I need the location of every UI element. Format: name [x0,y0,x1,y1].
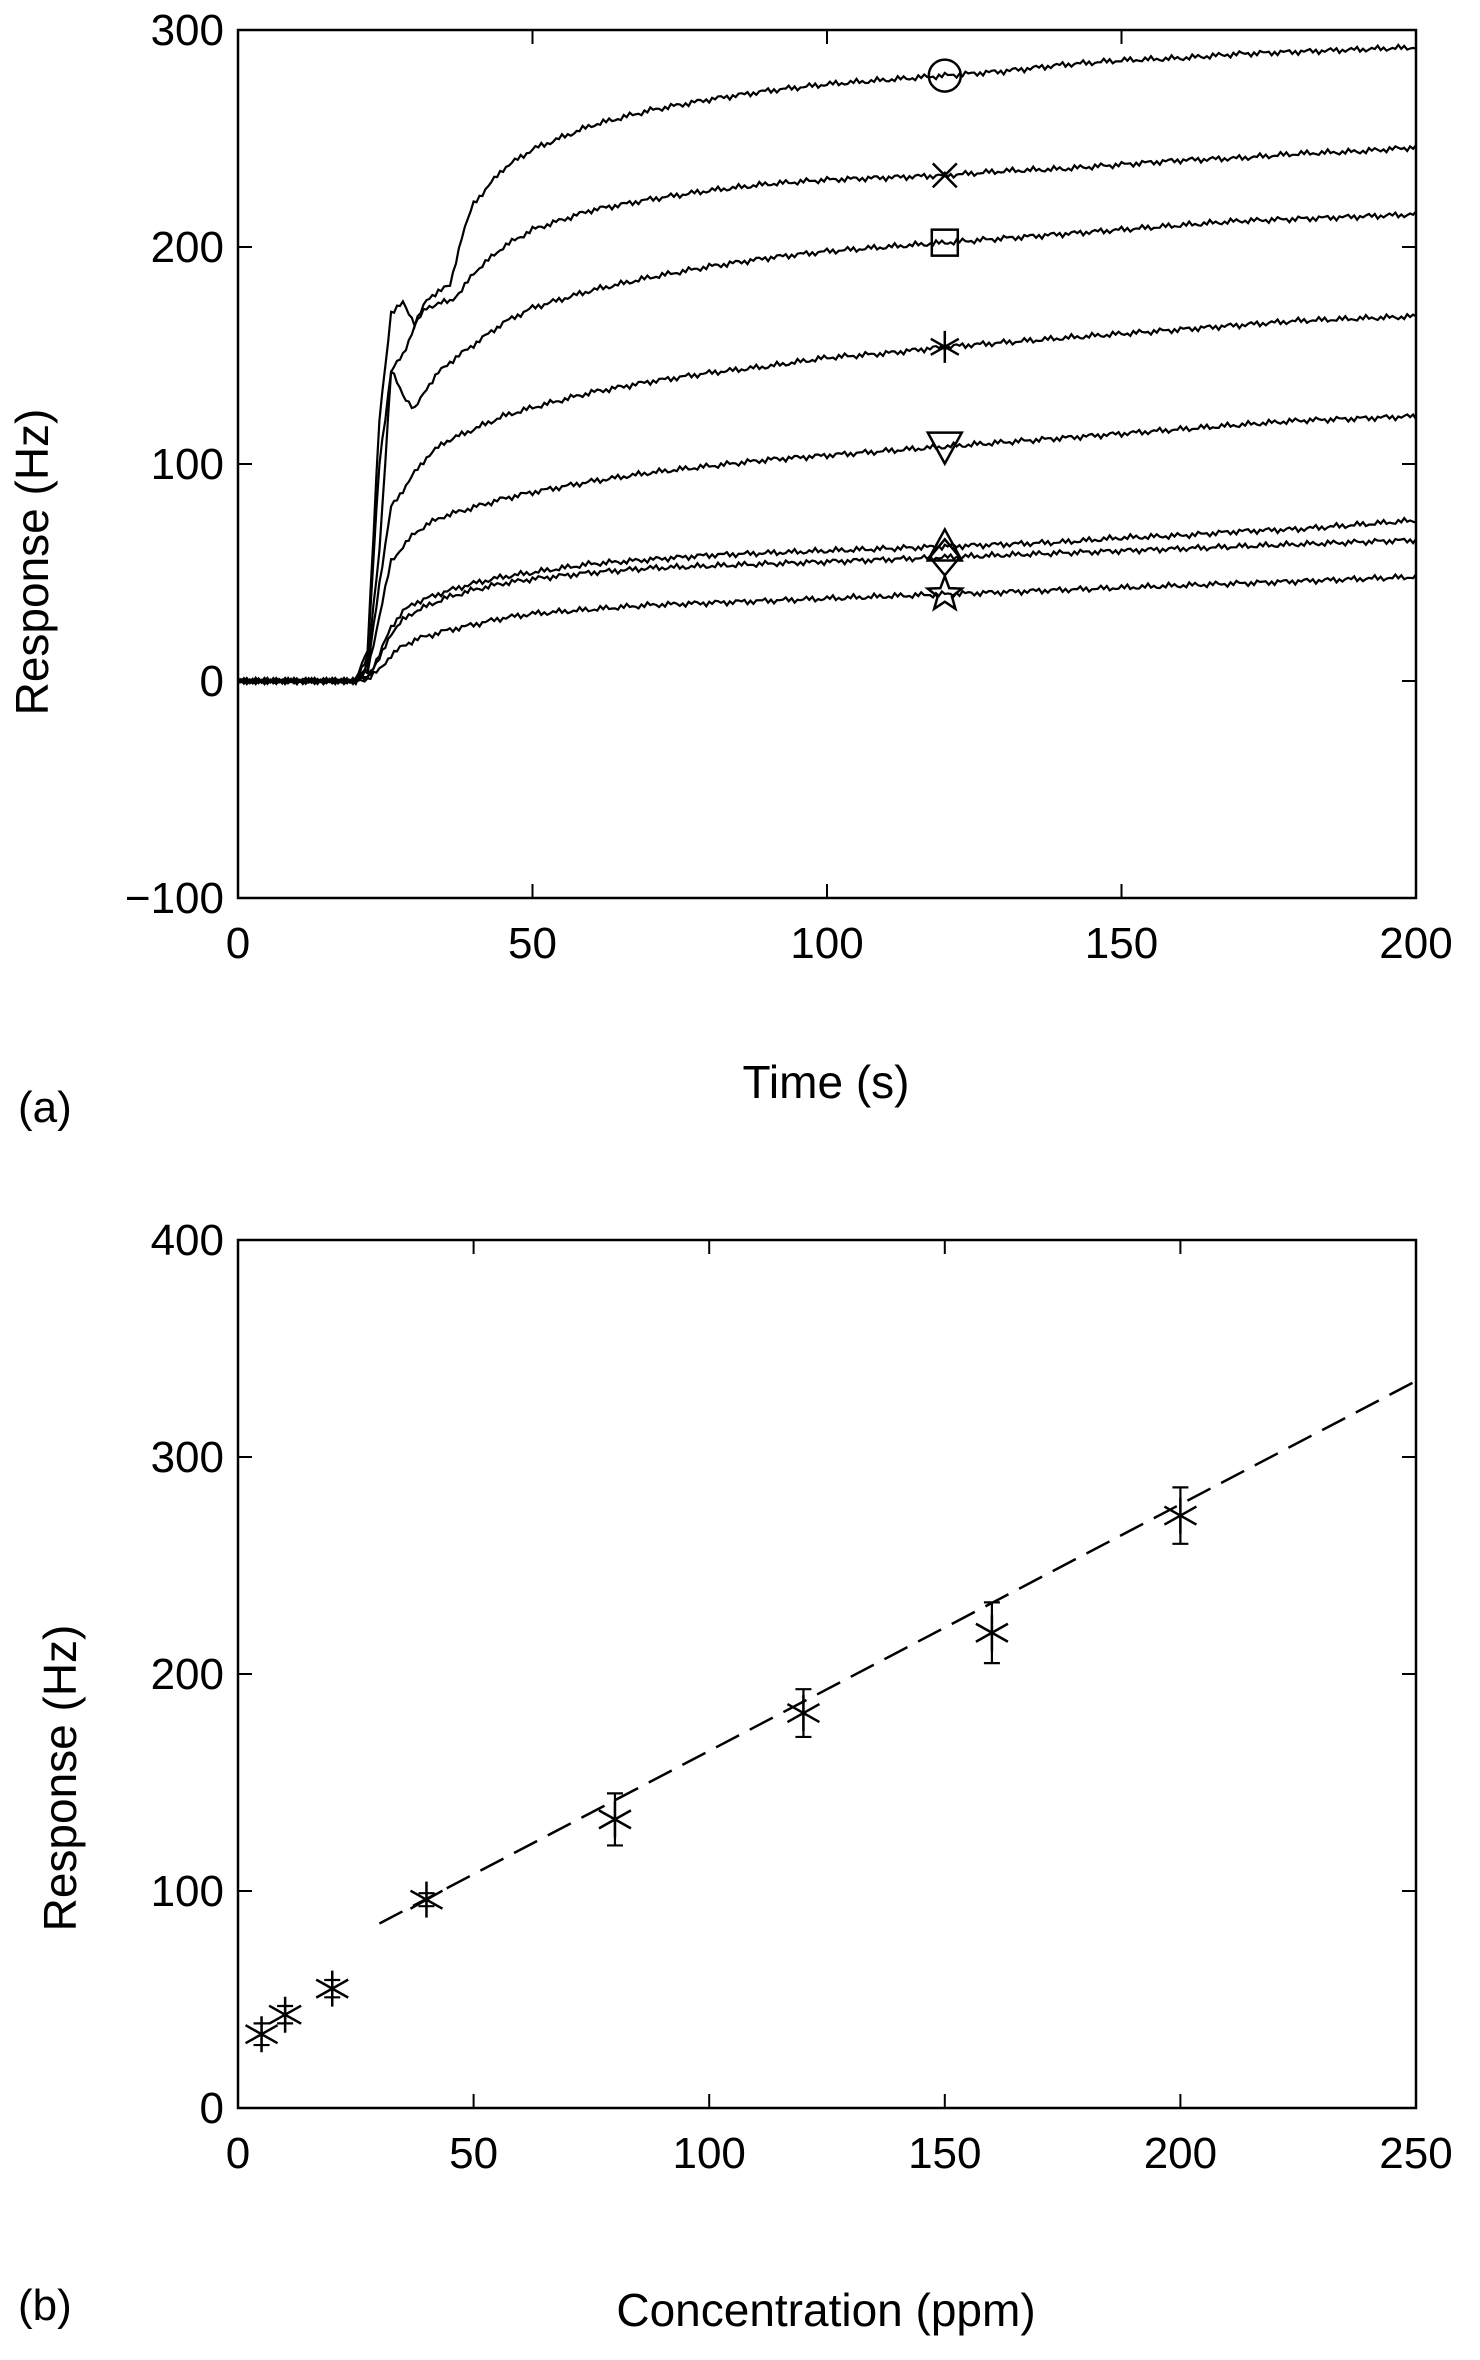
x-tick-label: 250 [1379,2129,1452,2178]
y-tick-label: 200 [151,223,224,272]
marker-circle [927,58,963,93]
panel-a-x-tick-labels: 0 50 100 150 200 [226,919,1453,968]
panel-a-series-markers [924,58,966,612]
y-tick-label: 400 [151,1216,224,1265]
data-point [244,2016,279,2053]
panel-b-data-points [244,1497,1198,2053]
y-tick-label: −100 [125,874,224,923]
x-tick-label: 50 [449,2129,498,2178]
y-tick-label: 300 [151,1433,224,1482]
x-tick-label: 150 [908,2129,981,2178]
data-point [409,1881,444,1918]
marker-x-mark [931,162,958,189]
panel-b-x-tick-labels: 0 50 100 150 200 250 [226,2129,1453,2178]
x-tick-label: 100 [790,919,863,968]
panel-b-ticks [237,1239,1417,2109]
panel-a-y-tick-labels: −100 0 100 200 300 [125,6,224,923]
panel-b-y-axis-title: Response (Hz) [34,1625,86,1932]
series-line-asterisk [237,312,1417,687]
series-line-triangle-up [237,516,1417,686]
x-tick-label: 100 [672,2129,745,2178]
data-point [1163,1497,1198,1534]
x-tick-label: 0 [226,919,250,968]
panel-a-y-axis-title: Response (Hz) [6,409,58,716]
marker-star [924,572,966,612]
marker-triangle-down [925,431,964,467]
marker-triangle-up [925,526,964,562]
data-point [268,1996,302,2033]
panel-b-y-tick-labels: 0 100 200 300 400 [151,1216,224,2133]
panel-b-x-axis-title: Concentration (ppm) [616,2284,1035,2336]
panel-b-label: (b) [18,2281,72,2330]
data-point [598,1801,632,1838]
series-line-star [237,572,1417,685]
panel-a-ticks [237,29,1417,899]
x-tick-label: 150 [1085,919,1158,968]
series-line-diamond [237,537,1417,687]
y-tick-label: 300 [151,6,224,55]
series-line-circle [237,43,1417,685]
panel-a-label: (a) [18,1083,72,1132]
x-tick-label: 200 [1144,2129,1217,2178]
panel-a-series-lines [237,43,1417,687]
series-line-triangle-down [237,412,1417,686]
panel-a-x-axis-title: Time (s) [743,1056,910,1108]
data-point [315,1970,349,2007]
y-tick-label: 0 [200,2084,224,2133]
y-tick-label: 100 [151,1867,224,1916]
x-tick-label: 0 [226,2129,250,2178]
y-tick-label: 200 [151,1650,224,1699]
x-tick-label: 200 [1379,919,1452,968]
data-point [786,1695,821,1732]
x-tick-label: 50 [508,919,557,968]
panel-b-chart: 0 50 100 150 200 250 0 100 200 300 400 Concentrat… [18,1216,1453,2336]
data-point [975,1614,1009,1651]
series-line-square [237,210,1417,686]
y-tick-label: 100 [151,440,224,489]
marker-square [930,228,960,257]
marker-asterisk [930,330,960,363]
series-line-x-mark [237,144,1417,687]
y-tick-label: 0 [200,657,224,706]
panel-b-fit-line [378,1379,1417,1925]
